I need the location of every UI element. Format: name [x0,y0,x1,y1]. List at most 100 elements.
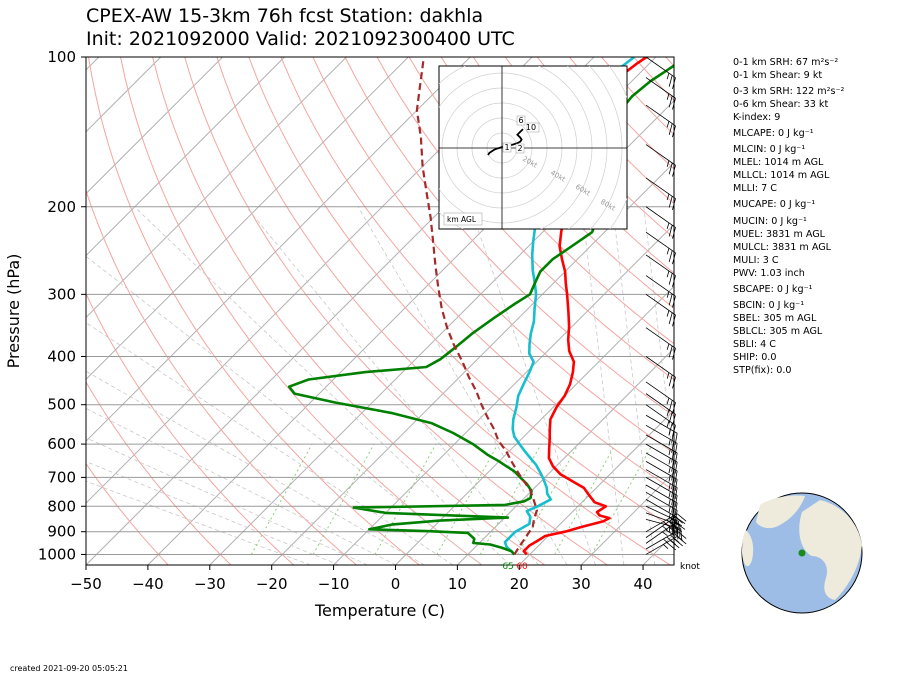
wind-barb-flag [669,540,680,549]
wind-barb-flag [668,95,673,108]
wind-barb-half-flag [666,160,670,167]
wind-barb-flag [671,460,675,472]
created-timestamp: created 2021-09-20 05:05:21 [10,664,128,673]
x-axis-label: Temperature (C) [314,601,445,620]
index-line: SBCAPE: 0 J kg⁻¹ [733,283,813,295]
wind-barb-staff [645,512,680,526]
dry-adiabat-line [408,57,674,345]
wind-barb-half-flag [662,525,668,531]
index-line: MUCIN: 0 J kg⁻¹ [733,215,807,227]
title-line-2: Init: 2021092000 Valid: 2021092300400 UT… [86,28,515,50]
isotherm-line [271,161,674,565]
wind-barb-flag [672,526,675,539]
moist-adiabat-line [86,407,397,565]
isotherm-line [86,57,285,257]
wind-barb-flag [668,123,673,135]
wind-barb-flag [674,452,678,465]
globe-land-africa [799,500,862,600]
wind-barb-flag [673,515,683,524]
index-line: SHIP: 0.0 [733,351,777,363]
mixing-ratio-line [250,443,313,555]
wind-barb-half-flag [666,270,670,278]
wind-barb-flag [676,527,679,540]
wind-barb-half-flag [666,343,670,350]
y-axis-label: Pressure (hPa) [4,254,23,369]
wind-barb [645,491,678,522]
wind-barb [645,461,678,491]
wind-barb-flag [672,165,676,177]
wind-barb-flag [668,345,673,358]
x-tick-label: 0 [391,575,401,593]
moist-adiabat-line [134,206,511,565]
wind-barb [645,177,676,210]
wind-barb-flag [668,400,673,412]
wind-barb-staff [645,518,681,530]
wind-barb-flag [672,377,676,389]
wind-barb-flag [672,275,676,288]
isotherm-line [518,409,674,565]
hodograph-legend-box [443,212,483,226]
sounding-indices: 0-1 km SRH: 67 m²s⁻² 0-1 km Shear: 9 kt 0-… [733,56,844,377]
y-tick-label: 1000 [38,545,76,563]
hodograph-height-label: 10 [526,123,536,132]
wind-barb-flag [668,293,673,306]
wind-barb [645,275,676,308]
wind-barb-flag [672,414,676,426]
index-line: MUEL: 3831 m AGL [733,228,826,240]
dry-adiabat-line [120,57,483,565]
hodograph-legend-label: km AGL [447,215,477,224]
wind-barb-staff [645,461,678,480]
wind-barb [645,469,678,500]
x-tick-label: 10 [448,575,467,593]
index-line: PWV: 1.03 inch [733,267,805,279]
y-tick-label: 600 [47,435,76,453]
wind-barb-staff [645,536,678,555]
wind-barb-flag [668,422,673,435]
wind-barb-flag [672,425,676,437]
index-line: MULI: 3 C [733,254,779,266]
wind-barb-flag [674,495,678,507]
index-line: SBCIN: 0 J kg⁻¹ [733,299,805,311]
wind-barb-flag [671,450,675,463]
wind-barb-flag [674,510,678,522]
index-line: SBLI: 4 C [733,338,776,350]
hodograph-height-box [515,143,525,154]
wind-barb [645,536,687,555]
hodograph-height-box [502,142,512,153]
wind-barb-half-flag [666,248,670,255]
wind-barb-half-flag [663,538,669,544]
wind-barb-flag [668,196,673,208]
dry-adiabat-line [86,292,295,565]
wind-barb-half-flag [668,506,671,513]
index-line: MULCL: 3831 m AGL [733,241,832,253]
wind-barb-staff [645,275,676,297]
wind-barb-staff [645,414,678,434]
wind-barb-half-flag [668,498,671,506]
wind-barb [645,231,676,265]
x-tick-label: −50 [70,575,102,593]
wind-barb-staff [645,499,678,518]
x-tick-label: −10 [318,575,350,593]
wind-barb-half-flag [666,420,670,427]
x-tick-label: 20 [510,575,529,593]
isotherm-line [209,100,674,565]
wind-barb-staff [645,484,678,504]
wind-barb-half-flag [666,222,670,229]
wind-barb-flag [672,125,676,138]
surface-dewpoint-label: 65 [502,562,513,572]
wind-barb-flag [674,502,678,515]
index-line: MLLI: 7 C [733,183,777,195]
dry-adiabat-line [376,57,674,381]
wind-barb-flag [668,374,673,387]
wind-barb [645,144,676,177]
index-line: MUCAPE: 0 J kg⁻¹ [733,199,816,211]
globe-land-americas [742,530,754,567]
wind-barb-half-flag [666,409,670,416]
wind-barb [645,381,676,415]
hodograph-trace [487,128,524,156]
isotherm-line [86,57,347,319]
wind-barb-flag [671,515,675,527]
wind-barb-half-flag [666,310,670,317]
x-tick-label: −40 [132,575,164,593]
parcel-profile [415,57,538,556]
